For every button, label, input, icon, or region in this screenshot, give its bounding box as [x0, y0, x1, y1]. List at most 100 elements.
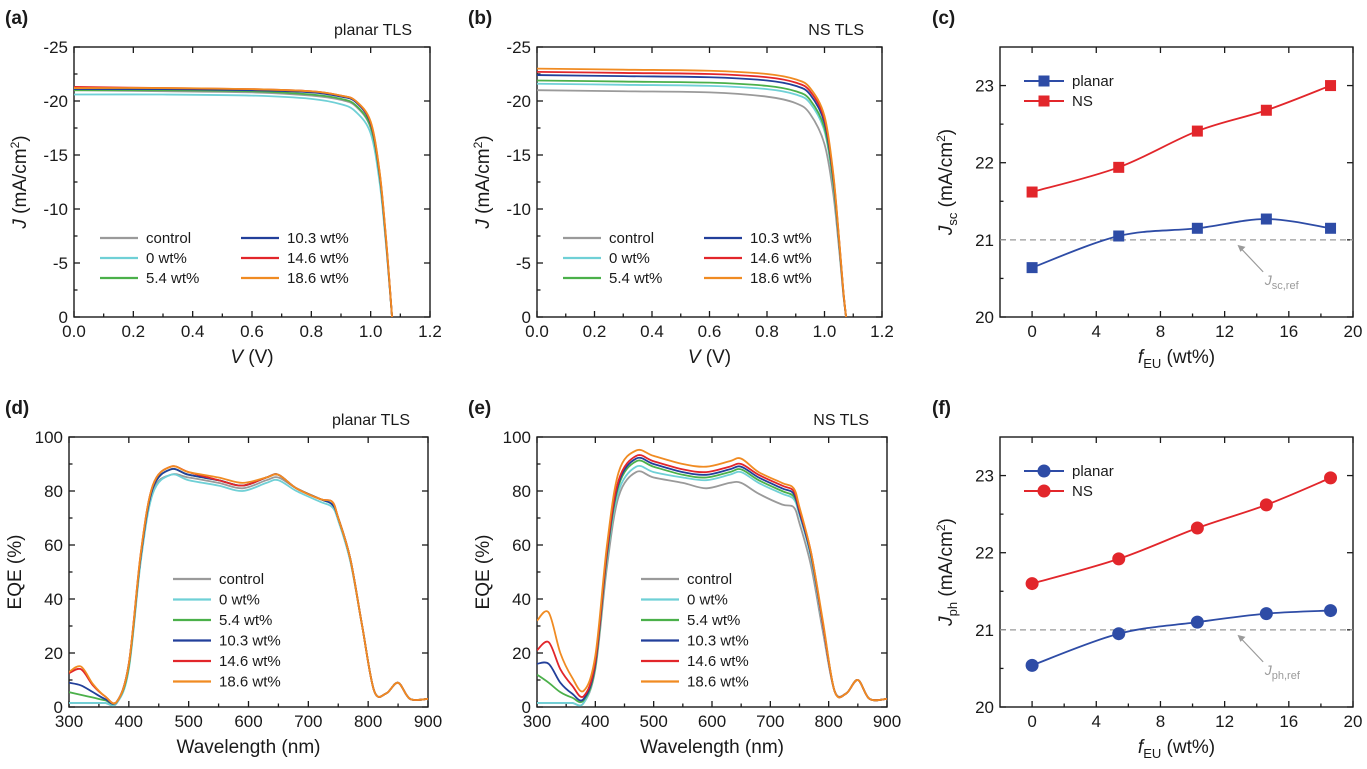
series-group-a — [74, 86, 393, 317]
y-axis-label-a: J (mA/cm2) — [8, 135, 31, 229]
x-tick-label-b: 1.2 — [870, 322, 894, 341]
legend-label: 14.6 wt% — [287, 250, 349, 267]
x-tick-label-a: 1.0 — [359, 322, 383, 341]
legend-label: planar — [1072, 463, 1114, 480]
y-axis-label-b: J (mA/cm2) — [471, 135, 494, 229]
x-tick-label-c: 8 — [1156, 322, 1165, 341]
x-tick-label-a: 0.8 — [300, 322, 324, 341]
series-line-d-0-wt- — [69, 473, 428, 707]
y-axis-label-f: Jph (mA/cm2) — [934, 518, 960, 627]
y-tick-label-f: 20 — [975, 698, 994, 717]
y-tick-label-d: 100 — [35, 428, 63, 447]
legend-label: 0 wt% — [687, 592, 728, 609]
x-axis-label-e: Wavelength (nm) — [640, 737, 784, 758]
legend-label: 0 wt% — [219, 592, 260, 609]
y-tick-label-b: -10 — [506, 200, 531, 219]
legend-label: 18.6 wt% — [219, 674, 281, 691]
series-line-c-planar — [1031, 218, 1331, 269]
data-point-c-planar — [1026, 262, 1038, 274]
x-tick-label-e: 600 — [698, 712, 726, 731]
x-tick-label-b: 1.0 — [813, 322, 837, 341]
x-tick-label-b: 0.2 — [583, 322, 607, 341]
x-tick-label-a: 0.0 — [62, 322, 86, 341]
data-point-c-ns — [1260, 104, 1272, 116]
legend-label: 14.6 wt% — [219, 653, 281, 670]
y-tick-label-e: 20 — [512, 644, 531, 663]
legend-label: 18.6 wt% — [750, 270, 812, 287]
y-tick-label-f: 21 — [975, 621, 994, 640]
x-tick-label-e: 300 — [523, 712, 551, 731]
y-tick-label-a: -10 — [43, 200, 68, 219]
reference-arrowhead-f — [1237, 634, 1246, 642]
y-tick-label-b: -5 — [516, 254, 531, 273]
x-tick-label-b: 0.6 — [698, 322, 722, 341]
data-point-f-planar — [1025, 658, 1039, 672]
reference-label-f: Jph,ref — [1264, 662, 1301, 682]
x-tick-label-b: 0.0 — [525, 322, 549, 341]
x-tick-label-a: 0.4 — [181, 322, 205, 341]
x-tick-label-e: 700 — [756, 712, 784, 731]
series-group-f — [1031, 477, 1331, 667]
y-tick-label-a: -15 — [43, 146, 68, 165]
data-point-f-ns — [1190, 521, 1204, 535]
legend-label: 5.4 wt% — [219, 612, 272, 629]
legend-label: NS — [1072, 93, 1093, 110]
data-point-c-ns — [1026, 186, 1038, 198]
legend-label: 10.3 wt% — [750, 230, 812, 247]
panel-c: (c) 0 4 8 12 16 20 20 21 22 23 fEU (wt%) Jsc (mA/cm2… — [932, 8, 1362, 371]
panel-f: (f) 0 4 8 12 16 20 20 21 22 23 fEU (wt%) Jph (mA/cm2… — [932, 398, 1362, 761]
y-tick-label-b: 0 — [522, 308, 531, 327]
y-tick-label-e: 40 — [512, 590, 531, 609]
y-axis-label-e: EQE (%) — [473, 535, 494, 610]
data-point-c-ns — [1325, 80, 1337, 92]
x-tick-label-e: 500 — [639, 712, 667, 731]
x-tick-label-d: 400 — [115, 712, 143, 731]
legend-label: 5.4 wt% — [146, 270, 199, 287]
legend-label: 14.6 wt% — [687, 653, 749, 670]
x-tick-label-d: 800 — [354, 712, 382, 731]
corner-title-e: NS TLS — [813, 412, 869, 429]
panel-label-f: (f) — [932, 398, 951, 419]
x-tick-label-e: 400 — [581, 712, 609, 731]
x-tick-label-d: 600 — [234, 712, 262, 731]
panel-d: (d) 300 400 500 600 700 800 900 0 20 40 60 80 100 Wave… — [5, 398, 442, 758]
y-tick-label-d: 0 — [54, 698, 63, 717]
data-point-f-ns — [1259, 498, 1273, 512]
data-point-c-ns — [1191, 125, 1203, 137]
x-tick-label-c: 0 — [1027, 322, 1036, 341]
x-tick-label-f: 12 — [1215, 712, 1234, 731]
x-tick-label-c: 20 — [1344, 322, 1363, 341]
x-tick-label-d: 700 — [294, 712, 322, 731]
x-tick-label-c: 12 — [1215, 322, 1234, 341]
legend-label: 5.4 wt% — [609, 270, 662, 287]
x-tick-label-d: 900 — [414, 712, 442, 731]
legend-label: planar — [1072, 73, 1114, 90]
x-tick-label-d: 300 — [55, 712, 83, 731]
x-axis-label-f: fEU (wt%) — [1138, 737, 1215, 761]
reference-label-c: Jsc,ref — [1264, 272, 1300, 292]
x-tick-label-f: 20 — [1344, 712, 1363, 731]
legend-label: 10.3 wt% — [687, 633, 749, 650]
legend-label: 5.4 wt% — [687, 612, 740, 629]
corner-title-b: NS TLS — [808, 22, 864, 39]
data-point-f-ns — [1112, 552, 1126, 566]
x-tick-label-f: 0 — [1027, 712, 1036, 731]
plot-frame-b — [536, 46, 883, 318]
plot-frame-c — [999, 46, 1354, 318]
y-tick-label-e: 0 — [522, 698, 531, 717]
series-line-d-18-6-wt- — [69, 465, 428, 705]
y-tick-label-e: 100 — [503, 428, 531, 447]
panel-label-c: (c) — [932, 8, 955, 29]
y-tick-label-b: -25 — [506, 38, 531, 57]
y-tick-label-f: 23 — [975, 467, 994, 486]
x-axis-label-d: Wavelength (nm) — [177, 737, 321, 758]
x-axis-label-a: V (V) — [230, 347, 273, 368]
data-point-c-planar — [1325, 222, 1337, 234]
y-tick-label-e: 60 — [512, 536, 531, 555]
corner-title-d: planar TLS — [332, 412, 410, 429]
x-tick-label-a: 0.2 — [122, 322, 146, 341]
y-tick-label-d: 40 — [44, 590, 63, 609]
data-point-f-ns — [1025, 577, 1039, 591]
y-tick-label-a: -20 — [43, 92, 68, 111]
y-tick-label-d: 20 — [44, 644, 63, 663]
